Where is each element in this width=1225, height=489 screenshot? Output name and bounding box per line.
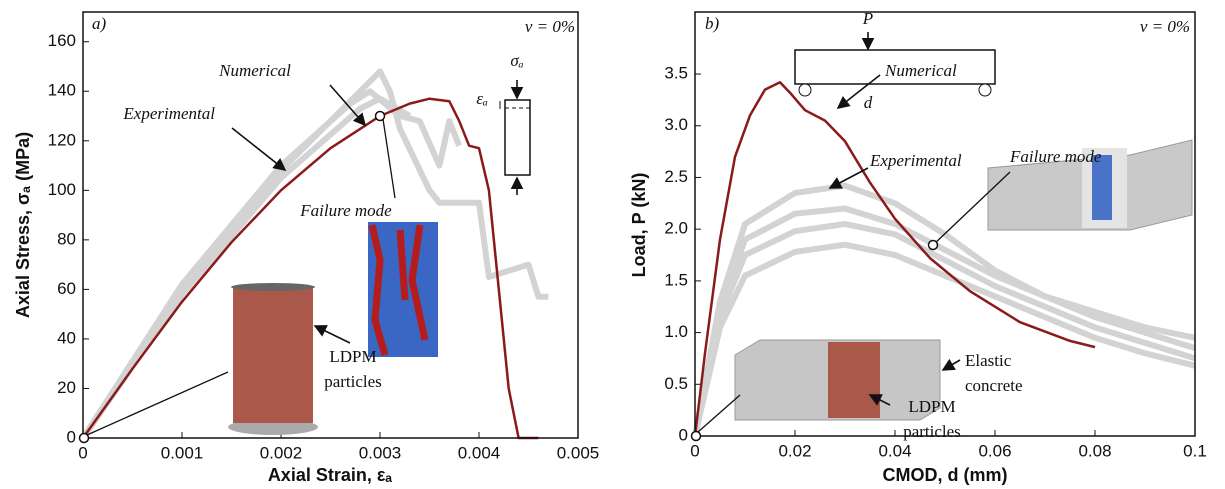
annotation-arrow	[329, 84, 367, 127]
panel-a-decor	[78, 80, 531, 444]
annotation-arrow	[231, 127, 287, 171]
annotation: Experimental	[869, 151, 962, 170]
y-tick-label: 120	[48, 130, 76, 149]
annotation: Numerical	[218, 61, 291, 80]
x-tick-label: 0	[690, 441, 699, 460]
y-tick-label: 2.5	[664, 167, 688, 186]
plot-frame	[694, 11, 1196, 437]
y-tick-label: 3.5	[664, 64, 688, 83]
x-tick-label: 0	[78, 443, 87, 462]
annotation-arrow	[868, 394, 891, 406]
series-line	[80, 68, 549, 440]
annotation: Failure mode	[299, 201, 392, 220]
y-axis-label: Axial Stress, σₐ (MPa)	[13, 132, 33, 318]
series-line	[692, 182, 1196, 437]
panel-b-decor	[690, 32, 1193, 442]
specimen-top	[231, 283, 315, 291]
annotation-arrow	[836, 74, 881, 109]
annotation: Numerical	[884, 61, 957, 80]
y-tick-label: 20	[57, 378, 76, 397]
x-tick-label: 0.004	[458, 443, 501, 462]
annotation: Failure mode	[1009, 147, 1102, 166]
y-tick-label: 0	[67, 427, 76, 446]
series-line	[693, 81, 1096, 437]
x-axis-label: CMOD, d (mm)	[883, 465, 1008, 485]
panel: 0 0.02 0.04 0.06 0.08 0.1 0 0.5 1.0 1.5 2.0 2.5 3.0 3…	[629, 11, 1207, 485]
x-tick-label: 0.002	[260, 443, 303, 462]
x-tick-label: 0.1	[1183, 441, 1207, 460]
annotation: b)	[705, 14, 720, 33]
annotation: concrete	[965, 376, 1023, 395]
annotation: d	[864, 93, 873, 112]
annotation: ν = 0%	[1140, 17, 1190, 36]
crack	[368, 224, 429, 356]
ldpm-zone	[828, 342, 880, 418]
leader-line	[86, 371, 229, 436]
support	[798, 83, 812, 97]
y-tick-label: 60	[57, 279, 76, 298]
annotation: LDPM	[329, 347, 376, 366]
annotation-arrow	[941, 358, 961, 371]
ldpm-specimen	[233, 288, 313, 423]
point-marker	[927, 239, 939, 251]
x-tick-label: 0.02	[778, 441, 811, 460]
y-tick-label: 1.5	[664, 270, 688, 289]
x-axis-label: Axial Strain, εₐ	[268, 465, 393, 485]
annotation: εₐ	[476, 89, 488, 108]
y-tick-label: 160	[48, 31, 76, 50]
y-tick-label: 100	[48, 180, 76, 199]
annotation: Experimental	[122, 104, 215, 123]
point-marker	[374, 110, 386, 122]
y-tick-label: 0	[679, 425, 688, 444]
series-line	[692, 241, 1196, 437]
annotation: ν = 0%	[525, 17, 575, 36]
annotation: σₐ	[510, 51, 523, 70]
x-tick-label: 0.04	[878, 441, 911, 460]
y-tick-label: 2.0	[664, 219, 688, 238]
annotation: particles	[324, 372, 382, 391]
y-tick-label: 0.5	[664, 374, 688, 393]
annotation: Elastic	[965, 351, 1012, 370]
y-tick-label: 3.0	[664, 115, 688, 134]
annotation-arrow	[313, 325, 351, 344]
x-tick-label: 0.06	[978, 441, 1011, 460]
specimen-schematic	[504, 99, 531, 176]
x-tick-label: 0.005	[557, 443, 600, 462]
panel: 0 0.001 0.002 0.003 0.004 0.005 0 20 40 60 80 100 12…	[13, 11, 600, 485]
beam-schematic	[794, 49, 996, 85]
y-tick-label: 1.0	[664, 322, 688, 341]
x-tick-label: 0.003	[359, 443, 402, 462]
point-marker	[78, 432, 90, 444]
annotation-arrow	[828, 167, 869, 189]
annotation: LDPM	[908, 397, 955, 416]
x-tick-label: 0.001	[161, 443, 204, 462]
support	[978, 83, 992, 97]
leader-line	[382, 118, 396, 199]
crack-zone	[1092, 155, 1112, 220]
y-tick-label: 40	[57, 328, 76, 347]
series-line	[81, 97, 539, 440]
series-line	[692, 205, 1196, 437]
y-tick-label: 140	[48, 81, 76, 100]
plot-frame	[82, 11, 579, 439]
x-tick-label: 0.08	[1078, 441, 1111, 460]
annotation: P	[862, 9, 873, 28]
annotation: particles	[903, 422, 961, 441]
y-axis-label: Load, P (kN)	[629, 173, 649, 278]
y-tick-label: 80	[57, 229, 76, 248]
series-line	[80, 95, 412, 440]
annotation: a)	[92, 14, 107, 33]
leader-line	[697, 394, 741, 433]
leader-line	[932, 171, 1011, 246]
point-marker	[690, 430, 702, 442]
